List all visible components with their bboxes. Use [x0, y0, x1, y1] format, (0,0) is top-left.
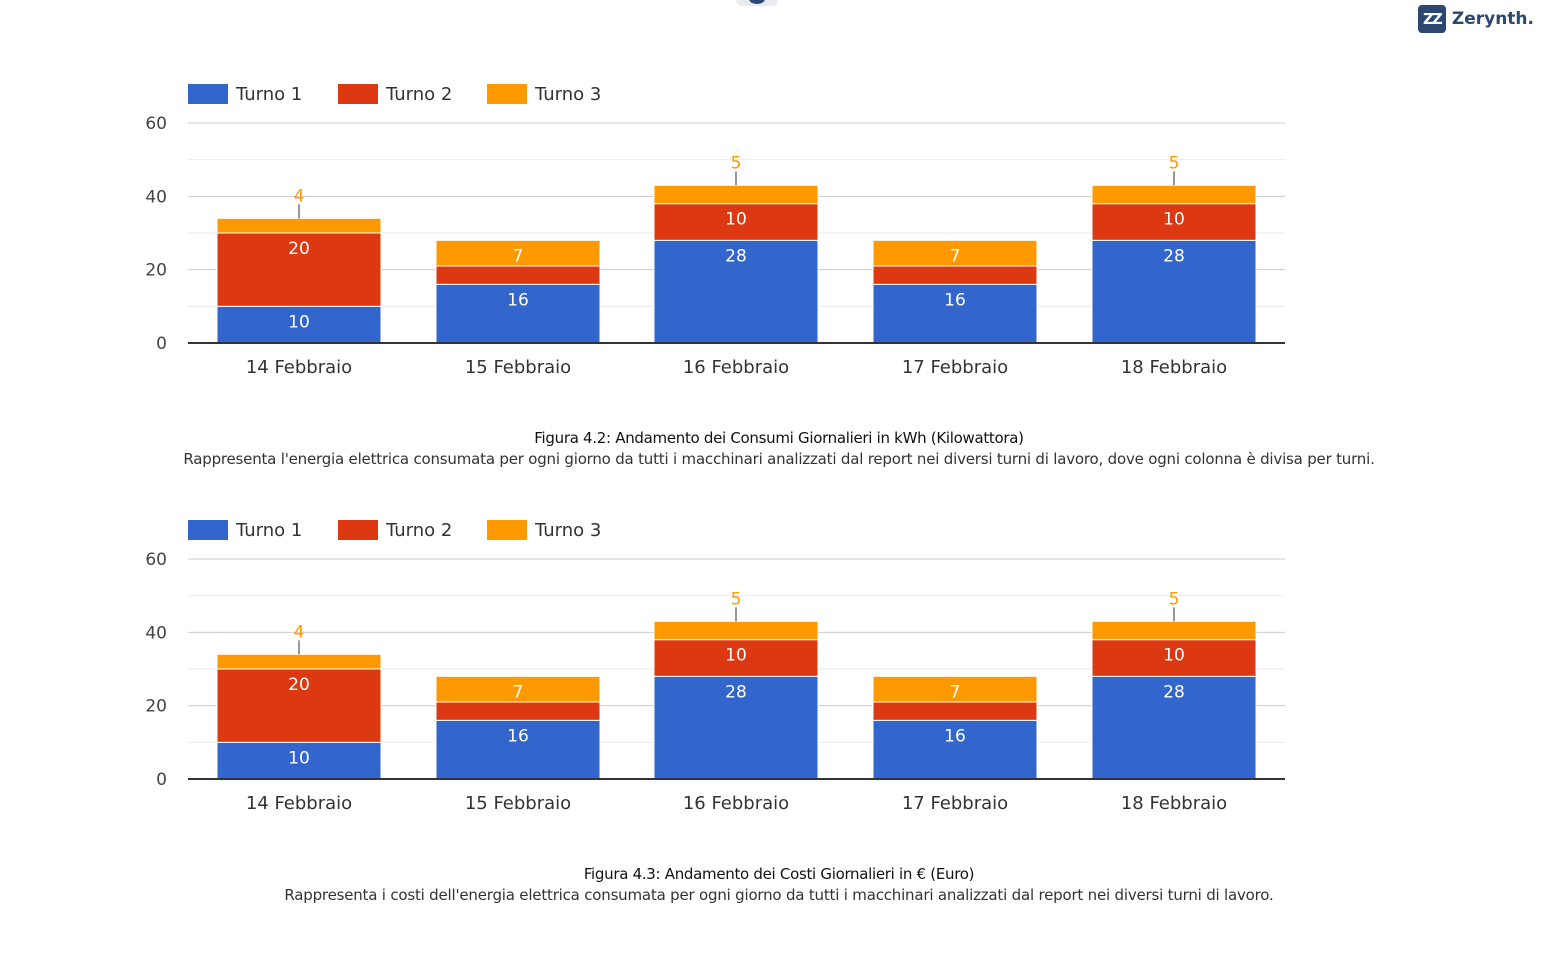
y-tick-label: 60: [145, 114, 167, 134]
bar-segment-turno-1: [872, 283, 1038, 344]
y-tick-label: 60: [145, 550, 167, 570]
bar-segment-turno-2: [435, 265, 601, 285]
legend-label-2: Turno 2: [385, 84, 452, 105]
chart-daily-costs-svg: Turno 1 Turno 2 Turno 3 0 20 40 60 10 20 4 14 Febb…: [145, 520, 1285, 814]
bar-segment-turno-1: [1091, 675, 1257, 780]
legend-label-3: Turno 3: [534, 520, 601, 541]
legend-swatch-3: [487, 84, 527, 104]
data-label: 10: [1163, 210, 1185, 230]
bar-segment-turno-3: [216, 653, 382, 670]
y-tick-label: 40: [145, 187, 167, 207]
x-tick-label: 15 Febbraio: [465, 793, 571, 814]
legend-swatch-1: [188, 84, 228, 104]
data-label: 16: [944, 290, 966, 310]
bar-segment-turno-2: [872, 265, 1038, 285]
bar-segment-turno-3: [1091, 184, 1257, 205]
x-tick-label: 18 Febbraio: [1121, 357, 1227, 378]
data-label: 16: [507, 290, 529, 310]
y-tick-label: 0: [156, 770, 167, 790]
bar-segment-turno-2: [1091, 639, 1257, 677]
data-label: 7: [950, 682, 961, 702]
data-label: 5: [731, 589, 742, 609]
data-label: 7: [513, 246, 524, 266]
data-label: 10: [288, 748, 310, 768]
bar-segment-turno-1: [872, 719, 1038, 780]
legend-swatch-2: [338, 520, 378, 540]
figure-description: Rappresenta l'energia elettrica consumat…: [183, 450, 1375, 468]
bar-segment-turno-2: [216, 232, 382, 307]
chart-daily-costs: Turno 1 Turno 2 Turno 3 0 20 40 60 10 20 4 14 Febb…: [0, 506, 1558, 814]
legend-label-1: Turno 1: [235, 520, 302, 541]
bar-segment-turno-2: [1091, 203, 1257, 241]
y-tick-label: 0: [156, 334, 167, 354]
figure-description: Rappresenta i costi dell'energia elettri…: [284, 886, 1274, 904]
chart-daily-consumption: Turno 1 Turno 2 Turno 3 0 20 40 60 10 20 4 14 Febb…: [0, 70, 1558, 378]
figure-title: Figura 4.2: Andamento dei Consumi Giorna…: [534, 429, 1024, 447]
bar-segment-turno-1: [435, 283, 601, 344]
figure-title: Figura 4.3: Andamento dei Costi Giornali…: [583, 865, 975, 883]
bar-segment-turno-2: [872, 701, 1038, 721]
bar-segment-turno-3: [435, 675, 601, 703]
data-label: 4: [294, 186, 305, 206]
legend-swatch-1: [188, 520, 228, 540]
y-tick-label: 20: [145, 697, 167, 717]
x-tick-label: 16 Febbraio: [683, 793, 789, 814]
figure-caption-4-3: Figura 4.3: Andamento dei Costi Giornali…: [0, 865, 1558, 904]
y-tick-label: 40: [145, 623, 167, 643]
bar-segment-turno-3: [435, 239, 601, 267]
bar-segment-turno-3: [872, 675, 1038, 703]
data-label: 16: [507, 726, 529, 746]
x-tick-label: 15 Febbraio: [465, 357, 571, 378]
zerynth-logo-icon: ZZ: [1417, 5, 1446, 33]
legend-label-2: Turno 2: [385, 520, 452, 541]
bar-segment-turno-3: [653, 184, 819, 205]
data-label: 28: [1163, 682, 1185, 702]
data-label: 5: [731, 153, 742, 173]
data-label: 28: [725, 246, 747, 266]
data-label: 20: [288, 675, 310, 695]
bar-segment-turno-3: [872, 239, 1038, 267]
x-tick-label: 17 Febbraio: [902, 793, 1008, 814]
data-label: 10: [725, 210, 747, 230]
legend-label-3: Turno 3: [534, 84, 601, 105]
y-tick-label: 20: [145, 261, 167, 281]
bar-segment-turno-2: [653, 639, 819, 677]
brand-name: Zerynth.: [1451, 9, 1534, 29]
legend-label-1: Turno 1: [235, 84, 302, 105]
bar-segment-turno-3: [653, 620, 819, 641]
bar-segment-turno-1: [435, 719, 601, 780]
data-label: 16: [944, 726, 966, 746]
data-label: 10: [725, 646, 747, 666]
data-label: 10: [288, 312, 310, 332]
x-tick-label: 14 Febbraio: [246, 793, 352, 814]
data-label: 4: [294, 622, 305, 642]
bar-segment-turno-2: [653, 203, 819, 241]
data-label: 10: [1163, 646, 1185, 666]
bar-segment-turno-2: [435, 701, 601, 721]
data-label: 20: [288, 239, 310, 259]
figure-caption-4-2: Figura 4.2: Andamento dei Consumi Giorna…: [0, 429, 1558, 468]
brand-logo: ZZ Zerynth.: [1417, 4, 1534, 34]
data-label: 5: [1169, 153, 1180, 173]
data-label: 7: [513, 682, 524, 702]
data-label: 28: [1163, 246, 1185, 266]
x-tick-label: 16 Febbraio: [683, 357, 789, 378]
bar-segment-turno-1: [1091, 239, 1257, 344]
chart-daily-consumption-svg: Turno 1 Turno 2 Turno 3 0 20 40 60 10 20 4 14 Febb…: [145, 84, 1285, 378]
legend-swatch-2: [338, 84, 378, 104]
bar-segment-turno-1: [653, 675, 819, 780]
x-tick-label: 17 Febbraio: [902, 357, 1008, 378]
data-label: 28: [725, 682, 747, 702]
bar-segment-turno-3: [1091, 620, 1257, 641]
x-tick-label: 14 Febbraio: [246, 357, 352, 378]
bar-segment-turno-3: [216, 217, 382, 234]
x-tick-label: 18 Febbraio: [1121, 793, 1227, 814]
data-label: 5: [1169, 589, 1180, 609]
legend-swatch-3: [487, 520, 527, 540]
top-decoration: [736, 0, 778, 6]
data-label: 7: [950, 246, 961, 266]
